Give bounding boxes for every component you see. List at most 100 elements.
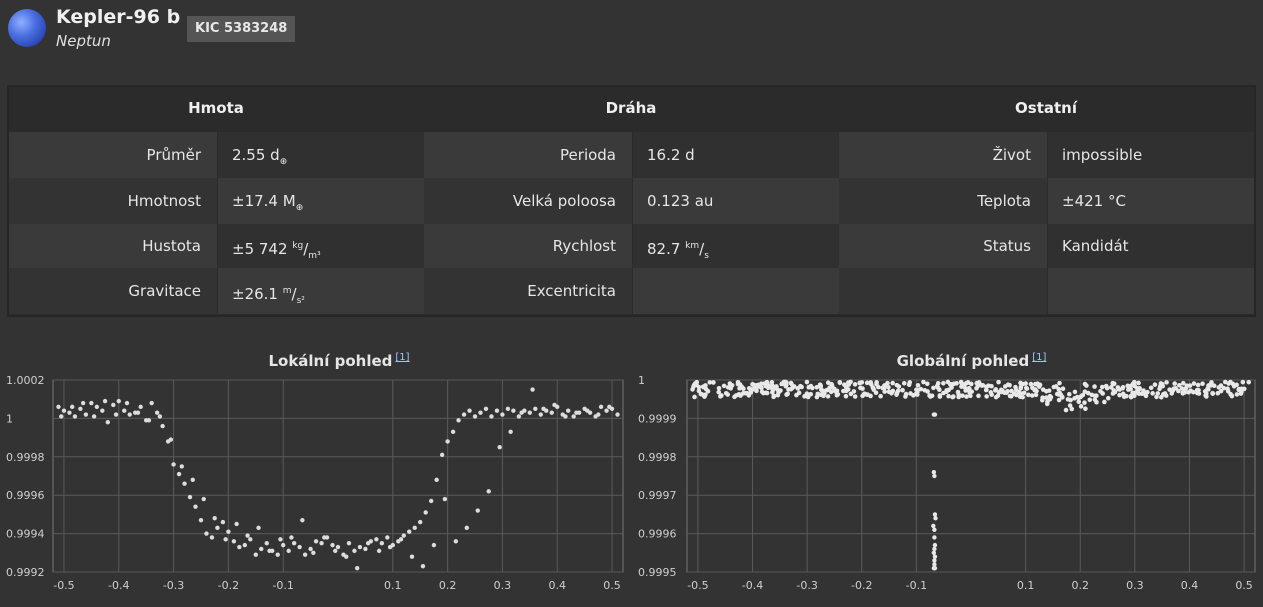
global-data-point <box>962 384 967 390</box>
local-data-point <box>549 410 554 415</box>
global-x-tick-label: 0.2 <box>1071 579 1089 592</box>
global-data-point <box>829 381 834 387</box>
column-header-mass: Hmota <box>188 99 244 117</box>
local-data-point <box>508 429 513 435</box>
local-x-tick-label: -0.1 <box>272 579 293 592</box>
global-data-point <box>1023 385 1029 391</box>
global-data-point <box>798 383 803 389</box>
local-data-point <box>445 439 450 444</box>
global-data-point <box>1051 384 1057 390</box>
local-data-point <box>516 414 522 419</box>
local-data-point <box>333 548 338 554</box>
global-data-point <box>1069 406 1075 412</box>
global-y-tick-label: 0.9997 <box>638 489 677 502</box>
global-x-tick-label: 0.1 <box>1017 579 1035 592</box>
global-data-point <box>759 389 765 395</box>
global-data-point <box>1209 380 1214 385</box>
global-data-point <box>783 382 789 388</box>
global-data-point <box>935 380 941 386</box>
local-data-point <box>571 414 576 419</box>
local-data-point <box>135 410 141 415</box>
global-data-point <box>914 392 920 397</box>
property-value-mass-3: ±26.1 m/s² <box>218 268 424 314</box>
local-data-point <box>494 408 500 413</box>
global-data-point <box>1057 380 1062 386</box>
property-value-other-3 <box>1048 268 1254 314</box>
global-data-point <box>873 390 879 395</box>
local-data-point <box>311 550 316 555</box>
local-data-point <box>242 542 248 548</box>
global-data-point <box>941 381 946 386</box>
global-data-point <box>895 388 901 394</box>
local-data-point <box>198 517 204 523</box>
local-data-point <box>420 564 426 569</box>
global-chart-reference-link[interactable]: [1] <box>1032 352 1047 363</box>
global-data-point <box>1043 395 1049 400</box>
local-data-point <box>256 525 261 531</box>
global-data-point <box>918 386 924 392</box>
global-data-point <box>814 394 820 400</box>
global-dip-point <box>931 550 937 555</box>
local-data-point <box>212 516 217 521</box>
local-data-point <box>330 542 335 548</box>
local-data-point <box>598 404 604 410</box>
global-data-point <box>1076 399 1082 405</box>
global-data-point <box>1206 387 1211 392</box>
global-data-point <box>915 387 920 393</box>
global-dip-point <box>932 527 937 532</box>
local-data-point <box>237 544 242 550</box>
global-data-point <box>976 393 981 399</box>
global-data-point <box>1129 393 1134 399</box>
local-data-point <box>585 408 590 413</box>
global-data-point <box>1122 393 1128 399</box>
global-data-point <box>868 393 873 399</box>
property-label-other-0: Život <box>839 132 1047 178</box>
local-data-point <box>398 537 404 542</box>
local-data-point <box>376 548 382 554</box>
local-data-point <box>138 404 143 410</box>
global-data-point <box>1072 389 1078 395</box>
local-data-point <box>220 519 226 525</box>
global-data-point <box>1026 392 1031 398</box>
local-data-point <box>78 406 83 411</box>
kic-badge[interactable]: KIC 5383248 <box>187 16 296 42</box>
global-dip-point <box>932 412 938 417</box>
local-data-point <box>300 517 305 523</box>
local-data-point <box>552 402 557 408</box>
global-data-point <box>789 381 794 387</box>
global-y-tick-label: 0.9998 <box>638 451 677 464</box>
property-label-orbit-0: Perioda <box>424 132 632 178</box>
local-data-point <box>56 404 61 410</box>
global-dip-point <box>932 473 937 479</box>
property-value-orbit-1: 0.123 au <box>633 178 839 224</box>
global-data-point <box>852 394 858 399</box>
global-data-point <box>1018 391 1024 396</box>
local-data-point <box>102 398 108 404</box>
global-data-point <box>1180 380 1186 386</box>
global-data-point <box>1085 390 1091 396</box>
local-data-point <box>83 412 89 417</box>
local-data-point <box>363 546 368 552</box>
global-data-point <box>746 393 752 398</box>
local-data-point <box>475 508 480 513</box>
local-y-tick-label: 0.9994 <box>6 528 45 541</box>
global-data-point <box>1104 385 1110 391</box>
local-data-point <box>530 387 535 392</box>
global-dip-point <box>932 512 938 517</box>
global-x-tick-label: -0.5 <box>687 579 708 592</box>
local-y-tick-label: 1.0002 <box>6 374 45 387</box>
global-data-point <box>1234 382 1239 388</box>
local-data-point <box>80 400 86 406</box>
global-data-point <box>1054 391 1060 397</box>
global-data-point <box>1117 392 1122 398</box>
local-chart-reference-link[interactable]: [1] <box>395 352 410 363</box>
global-data-point <box>841 382 847 387</box>
global-data-point <box>719 393 724 398</box>
local-data-point <box>533 406 538 411</box>
global-data-point <box>763 382 769 387</box>
local-data-point <box>187 494 193 500</box>
local-data-point <box>113 412 119 417</box>
global-data-point <box>1179 386 1185 391</box>
local-data-point <box>94 404 100 410</box>
global-data-point <box>931 385 936 391</box>
